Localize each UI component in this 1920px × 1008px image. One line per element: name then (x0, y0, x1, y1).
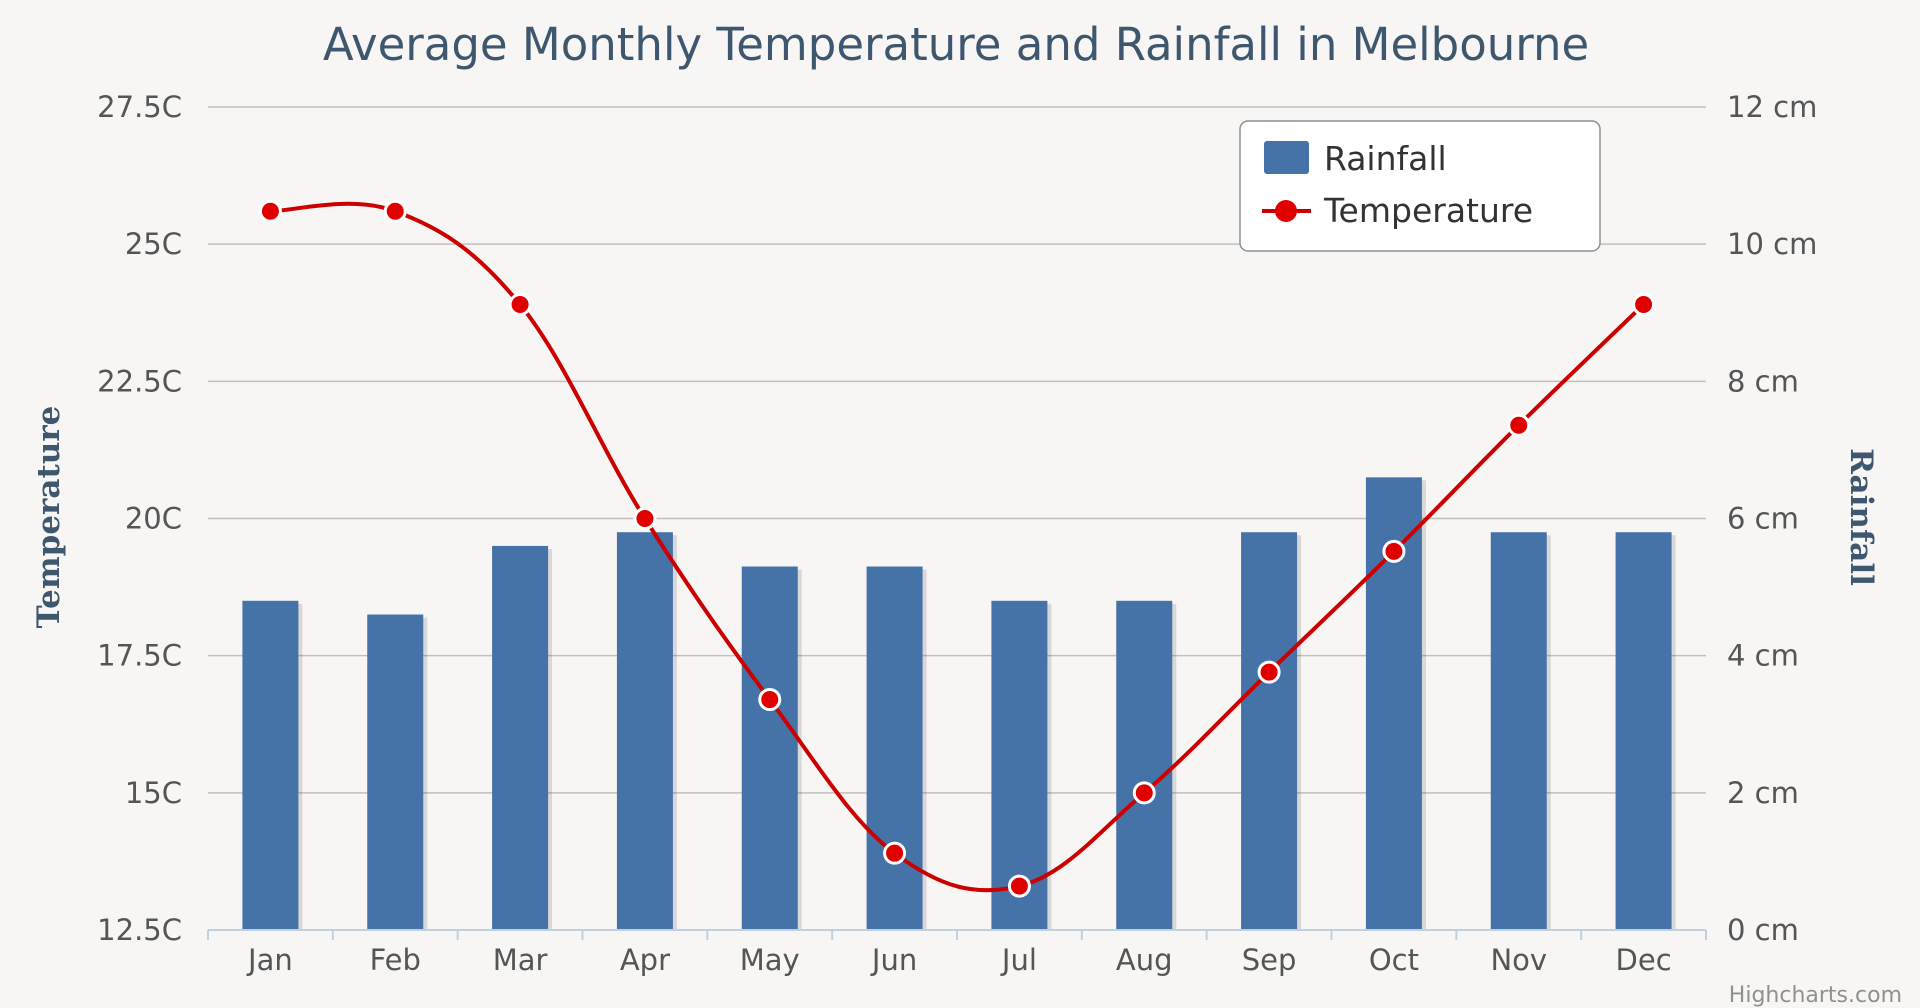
x-tick-label: Feb (370, 943, 421, 977)
x-tick-label: Mar (493, 943, 548, 977)
rainfall-bar (242, 600, 299, 930)
legend-item-rainfall[interactable]: Rainfall (1264, 139, 1447, 178)
y-right-tick-label: 12 cm (1727, 90, 1817, 124)
rainfall-bar (1490, 532, 1547, 930)
y-left-tick-label: 22.5C (97, 364, 182, 398)
y-left-title: Temperature (31, 406, 67, 629)
temperature-point (1007, 874, 1031, 898)
temperature-point (383, 199, 407, 223)
y-left-tick-label: 12.5C (97, 913, 182, 947)
temperature-point (1507, 413, 1531, 437)
x-tick-label: Nov (1490, 943, 1547, 977)
credits-link[interactable]: Highcharts.com (1729, 983, 1902, 1008)
x-tick-label: Oct (1369, 943, 1419, 977)
x-tick-label: Sep (1242, 943, 1297, 977)
legend: Rainfall Temperature (1239, 120, 1601, 252)
y-left-tick-label: 25C (125, 227, 182, 261)
y-left-tick-label: 27.5C (97, 90, 182, 124)
temperature-point (508, 293, 532, 317)
x-axis: Jan Feb Mar Apr May Jun Jul Aug Sep Oct Nov Dec (207, 929, 1707, 977)
x-tick-label: Apr (620, 943, 670, 977)
rainfall-bar (1116, 600, 1173, 930)
legend-temperature-label: Temperature (1323, 191, 1533, 230)
x-tick-label: Aug (1116, 943, 1173, 977)
rainfall-bar (1241, 532, 1298, 930)
y-axis-left: 27.5C 25C 22.5C 20C 17.5C 15C 12.5C (97, 90, 182, 947)
temperature-point (633, 507, 657, 530)
y-left-tick-label: 17.5C (97, 639, 182, 673)
legend-rainfall-swatch (1264, 141, 1309, 174)
y-axis-right: 12 cm 10 cm 8 cm 6 cm 4 cm 2 cm 0 cm (1727, 90, 1817, 947)
chart-title: Average Monthly Temperature and Rainfall… (323, 18, 1589, 71)
y-right-tick-label: 6 cm (1727, 502, 1799, 536)
rainfall-bar (741, 566, 798, 930)
x-tick-label: May (740, 943, 800, 977)
rainfall-bar (492, 545, 549, 930)
temperature-line (270, 201, 1645, 893)
y-right-tick-label: 2 cm (1727, 776, 1799, 810)
x-tick-label: Dec (1616, 943, 1672, 977)
x-tick-label: Jun (870, 943, 917, 977)
rainfall-bar (616, 532, 673, 930)
rainfall-bars (242, 477, 1676, 930)
rainfall-bar (866, 566, 923, 930)
legend-box (1239, 120, 1601, 252)
temperature-point (1632, 293, 1656, 317)
temperature-point (258, 199, 282, 223)
legend-temperature-marker (1275, 200, 1297, 222)
temperature-point (1257, 660, 1281, 684)
rainfall-bar (367, 614, 424, 930)
temperature-point (883, 841, 907, 865)
y-right-tick-label: 8 cm (1727, 364, 1799, 398)
y-right-title: Rainfall (1843, 448, 1879, 586)
y-right-tick-label: 10 cm (1727, 227, 1817, 261)
y-left-tick-label: 15C (125, 776, 182, 810)
x-tick-label: Jul (1000, 943, 1037, 977)
legend-item-temperature[interactable]: Temperature (1262, 191, 1533, 230)
rainfall-bar (1615, 532, 1672, 930)
temperature-point (758, 688, 782, 712)
x-tick-label: Jan (246, 943, 293, 977)
y-right-tick-label: 0 cm (1727, 913, 1799, 947)
temperature-points (258, 199, 1656, 898)
temperature-point (1382, 539, 1406, 563)
y-left-tick-label: 20C (125, 502, 182, 536)
legend-rainfall-label: Rainfall (1324, 139, 1447, 178)
y-right-tick-label: 4 cm (1727, 639, 1799, 673)
temperature-point (1132, 781, 1156, 805)
